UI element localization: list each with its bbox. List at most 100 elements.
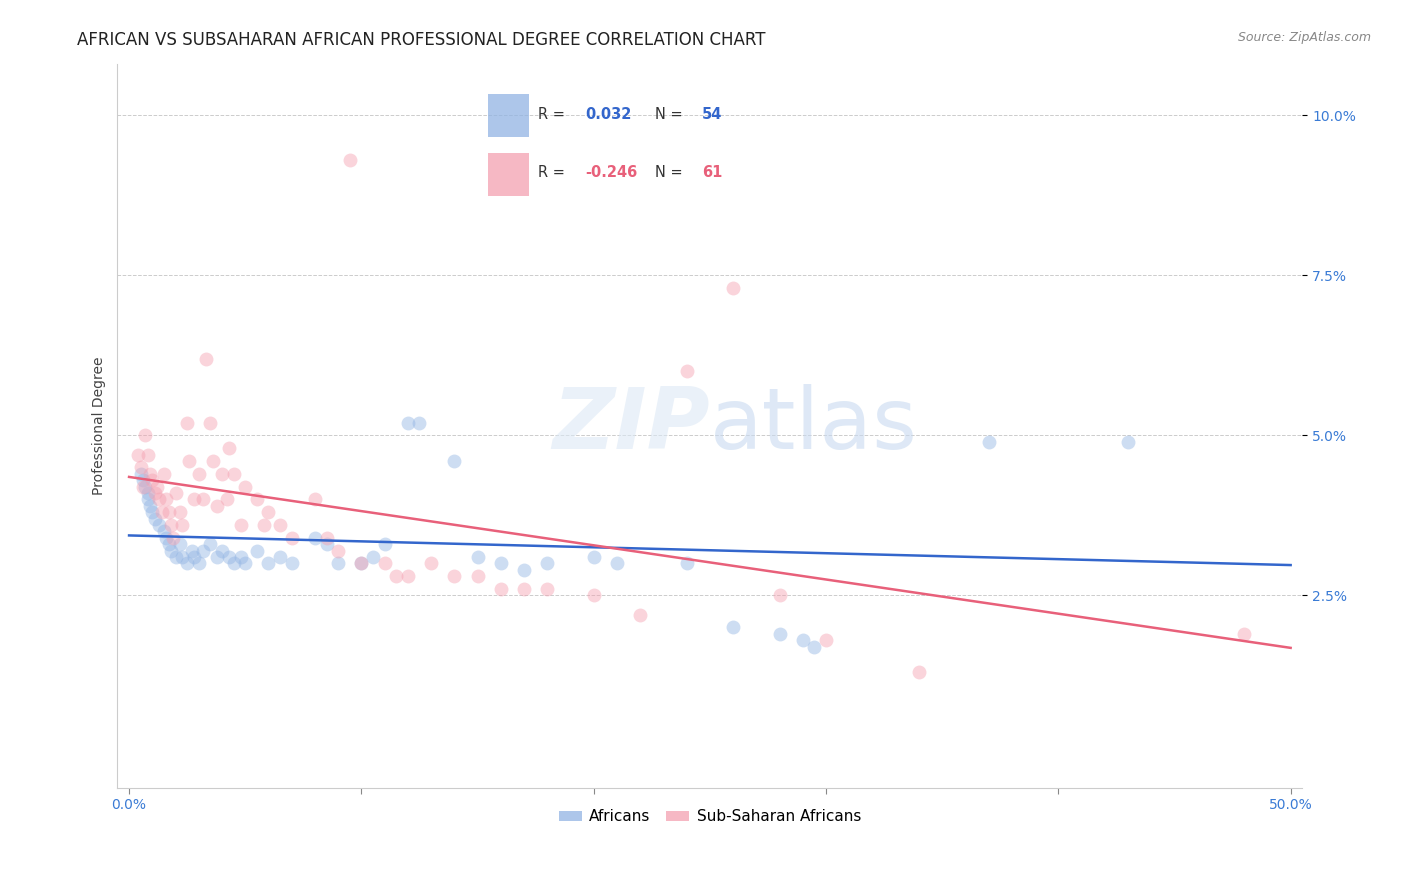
Point	[176, 557, 198, 571]
Point	[141, 505, 163, 519]
Point	[908, 665, 931, 680]
Point	[1233, 627, 1256, 641]
Point	[165, 486, 187, 500]
Point	[139, 499, 162, 513]
Point	[160, 518, 183, 533]
Point	[253, 518, 276, 533]
Point	[257, 557, 280, 571]
Point	[132, 473, 155, 487]
Point	[218, 441, 240, 455]
Point	[246, 543, 269, 558]
Point	[136, 448, 159, 462]
Point	[768, 589, 790, 603]
Point	[132, 480, 155, 494]
Point	[246, 492, 269, 507]
Point	[200, 537, 222, 551]
Point	[257, 505, 280, 519]
Point	[193, 492, 215, 507]
Point	[143, 486, 166, 500]
Point	[1116, 434, 1139, 449]
Point	[129, 460, 152, 475]
Point	[153, 524, 176, 539]
Point	[150, 505, 173, 519]
Point	[211, 543, 233, 558]
Point	[977, 434, 1000, 449]
Point	[420, 557, 443, 571]
Point	[814, 633, 837, 648]
Text: Source: ZipAtlas.com: Source: ZipAtlas.com	[1237, 31, 1371, 45]
Point	[155, 531, 177, 545]
Point	[134, 428, 156, 442]
Point	[162, 531, 184, 545]
Point	[222, 467, 245, 481]
Point	[187, 467, 209, 481]
Point	[141, 473, 163, 487]
Point	[467, 569, 489, 583]
Text: atlas: atlas	[710, 384, 918, 467]
Point	[304, 492, 326, 507]
Point	[768, 627, 790, 641]
Point	[582, 549, 605, 564]
Point	[269, 518, 291, 533]
Point	[408, 416, 430, 430]
Point	[350, 557, 373, 571]
Point	[153, 467, 176, 481]
Point	[183, 549, 205, 564]
Point	[207, 499, 229, 513]
Point	[160, 543, 183, 558]
Point	[443, 569, 465, 583]
Point	[146, 480, 169, 494]
Point	[207, 549, 229, 564]
Point	[179, 454, 201, 468]
Point	[233, 557, 256, 571]
Point	[157, 537, 180, 551]
Point	[628, 607, 651, 622]
Point	[187, 557, 209, 571]
Point	[229, 549, 252, 564]
Point	[467, 549, 489, 564]
Point	[396, 416, 419, 430]
Point	[721, 281, 744, 295]
Point	[148, 518, 170, 533]
Point	[180, 543, 202, 558]
Point	[155, 492, 177, 507]
Point	[326, 543, 349, 558]
Point	[675, 364, 697, 378]
Legend: Africans, Sub-Saharan Africans: Africans, Sub-Saharan Africans	[553, 804, 868, 830]
Point	[536, 557, 558, 571]
Point	[139, 467, 162, 481]
Point	[675, 557, 697, 571]
Point	[443, 454, 465, 468]
Point	[127, 448, 149, 462]
Point	[304, 531, 326, 545]
Point	[215, 492, 238, 507]
Point	[183, 492, 205, 507]
Point	[165, 549, 187, 564]
Point	[350, 557, 373, 571]
Point	[315, 531, 337, 545]
Point	[201, 454, 224, 468]
Point	[374, 557, 396, 571]
Point	[169, 505, 191, 519]
Point	[489, 557, 512, 571]
Point	[792, 633, 814, 648]
Point	[513, 582, 536, 596]
Text: ZIP: ZIP	[553, 384, 710, 467]
Point	[396, 569, 419, 583]
Point	[361, 549, 384, 564]
Point	[315, 537, 337, 551]
Point	[148, 492, 170, 507]
Point	[157, 505, 180, 519]
Point	[233, 480, 256, 494]
Text: AFRICAN VS SUBSAHARAN AFRICAN PROFESSIONAL DEGREE CORRELATION CHART: AFRICAN VS SUBSAHARAN AFRICAN PROFESSION…	[77, 31, 766, 49]
Point	[326, 557, 349, 571]
Point	[536, 582, 558, 596]
Point	[222, 557, 245, 571]
Point	[211, 467, 233, 481]
Point	[136, 492, 159, 507]
Point	[374, 537, 396, 551]
Point	[143, 511, 166, 525]
Point	[134, 480, 156, 494]
Point	[582, 589, 605, 603]
Point	[194, 351, 217, 366]
